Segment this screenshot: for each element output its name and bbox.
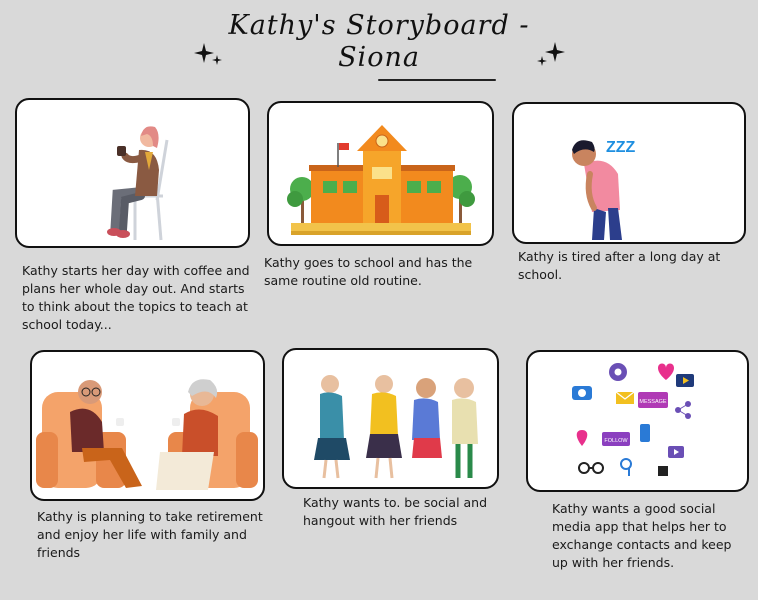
woman-with-coffee-illustration (107, 126, 169, 241)
school-building-illustration (287, 125, 475, 235)
title-line-2: Siona (338, 42, 420, 73)
zzz-sleep-icon: ZZZ (606, 139, 636, 156)
search-icon (620, 458, 632, 476)
panel-2-school-card (267, 101, 494, 246)
panel-3-caption: Kathy is tired after a long day at schoo… (518, 249, 721, 282)
tired-woman-illustration: ZZZ (572, 139, 636, 240)
panel-4-caption: Kathy is planning to take retirement and… (37, 509, 263, 560)
social-media-icons-illustration: MESSAGE FOLLOW (572, 363, 694, 476)
panel-5-caption: Kathy wants to. be social and hangout wi… (303, 495, 488, 528)
panel-5-friends-card (282, 348, 499, 489)
panel-4-retirement-card (30, 350, 265, 501)
panel-2-caption: Kathy goes to school and has the same ro… (264, 255, 473, 288)
panel-1-coffee-card (15, 98, 250, 248)
heart-icon (658, 363, 674, 380)
four-friends-illustration (314, 375, 478, 479)
sparkle-left-icon (194, 43, 222, 65)
panel-6-caption: Kathy wants a good social media app that… (552, 501, 732, 570)
smartphone-icon (640, 424, 650, 442)
panel-1-caption: Kathy starts her day with coffee and pla… (22, 263, 250, 332)
book-icon (658, 466, 668, 476)
sparkle-right-icon (537, 42, 565, 66)
title-underline (378, 79, 496, 81)
follow-tag (602, 432, 630, 446)
svg-text:FOLLOW: FOLLOW (604, 438, 628, 444)
panel-6-social-media-card: MESSAGE FOLLOW (526, 350, 749, 492)
share-icon (675, 401, 691, 419)
location-pin-icon (576, 430, 588, 446)
svg-text:MESSAGE: MESSAGE (639, 399, 667, 405)
message-tag (638, 392, 668, 408)
title-line-1: Kathy's Storyboard - (228, 10, 530, 41)
elderly-couple-armchairs-illustration (36, 379, 258, 490)
glasses-icon (578, 462, 604, 474)
storyboard-title: Kathy's Storyboard - Siona (0, 10, 758, 74)
panel-3-tired-card: ZZZ (512, 102, 746, 244)
